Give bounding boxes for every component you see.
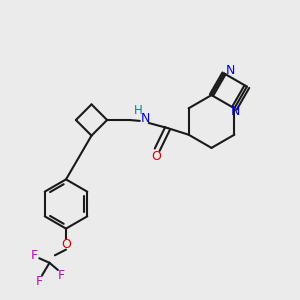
Text: F: F [30,249,38,262]
Text: N: N [226,64,235,77]
Text: H: H [134,103,143,117]
Text: F: F [57,269,64,282]
Text: O: O [151,150,160,163]
Text: O: O [61,238,71,251]
Text: N: N [230,105,240,119]
Text: N: N [140,112,150,125]
Text: F: F [35,275,43,288]
